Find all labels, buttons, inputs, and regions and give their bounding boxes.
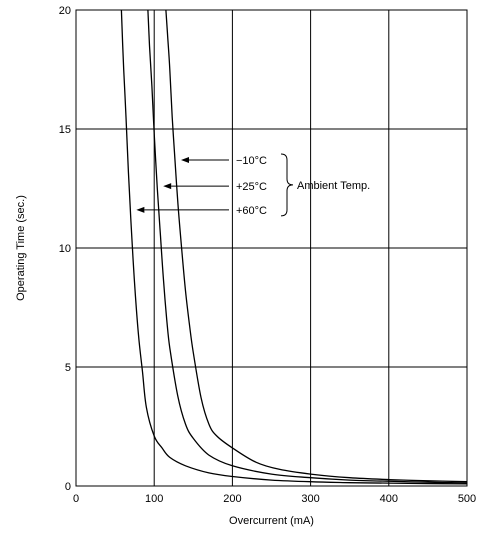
y-tick-label: 10 bbox=[59, 243, 71, 255]
arrow-head bbox=[181, 156, 190, 163]
series-line bbox=[120, 9, 468, 485]
series-line bbox=[147, 9, 468, 484]
series-label: +25°C bbox=[236, 181, 267, 193]
grid-lines bbox=[75, 9, 468, 487]
x-tick-label: 100 bbox=[145, 493, 163, 505]
y-tick-label: 20 bbox=[59, 5, 71, 17]
x-tick-label: 0 bbox=[73, 493, 79, 505]
y-tick-label: 0 bbox=[65, 481, 71, 493]
arrow-head bbox=[136, 206, 145, 213]
series-label: −10°C bbox=[236, 155, 267, 167]
x-tick-label: 300 bbox=[301, 493, 319, 505]
x-tick-label: 200 bbox=[223, 493, 241, 505]
y-tick-label: 5 bbox=[65, 362, 71, 374]
y-tick-label: 15 bbox=[59, 124, 71, 136]
x-tick-label: 500 bbox=[458, 493, 476, 505]
curves bbox=[120, 9, 468, 485]
x-tick-label: 400 bbox=[380, 493, 398, 505]
y-axis-label: Operating Time (sec.) bbox=[15, 195, 27, 301]
annotations: −10°C +25°C +60°C Ambient Temp. bbox=[136, 153, 370, 217]
plot-frame bbox=[75, 9, 468, 487]
x-axis-label: Overcurrent (mA) bbox=[229, 515, 314, 527]
group-brace bbox=[280, 153, 294, 217]
tick-labels: 0 100 200 300 400 500 0 5 10 15 20 bbox=[59, 5, 476, 505]
series-line bbox=[165, 9, 468, 483]
series-label: +60°C bbox=[236, 205, 267, 217]
ambient-temp-label: Ambient Temp. bbox=[297, 180, 370, 192]
arrow-head bbox=[163, 183, 172, 190]
